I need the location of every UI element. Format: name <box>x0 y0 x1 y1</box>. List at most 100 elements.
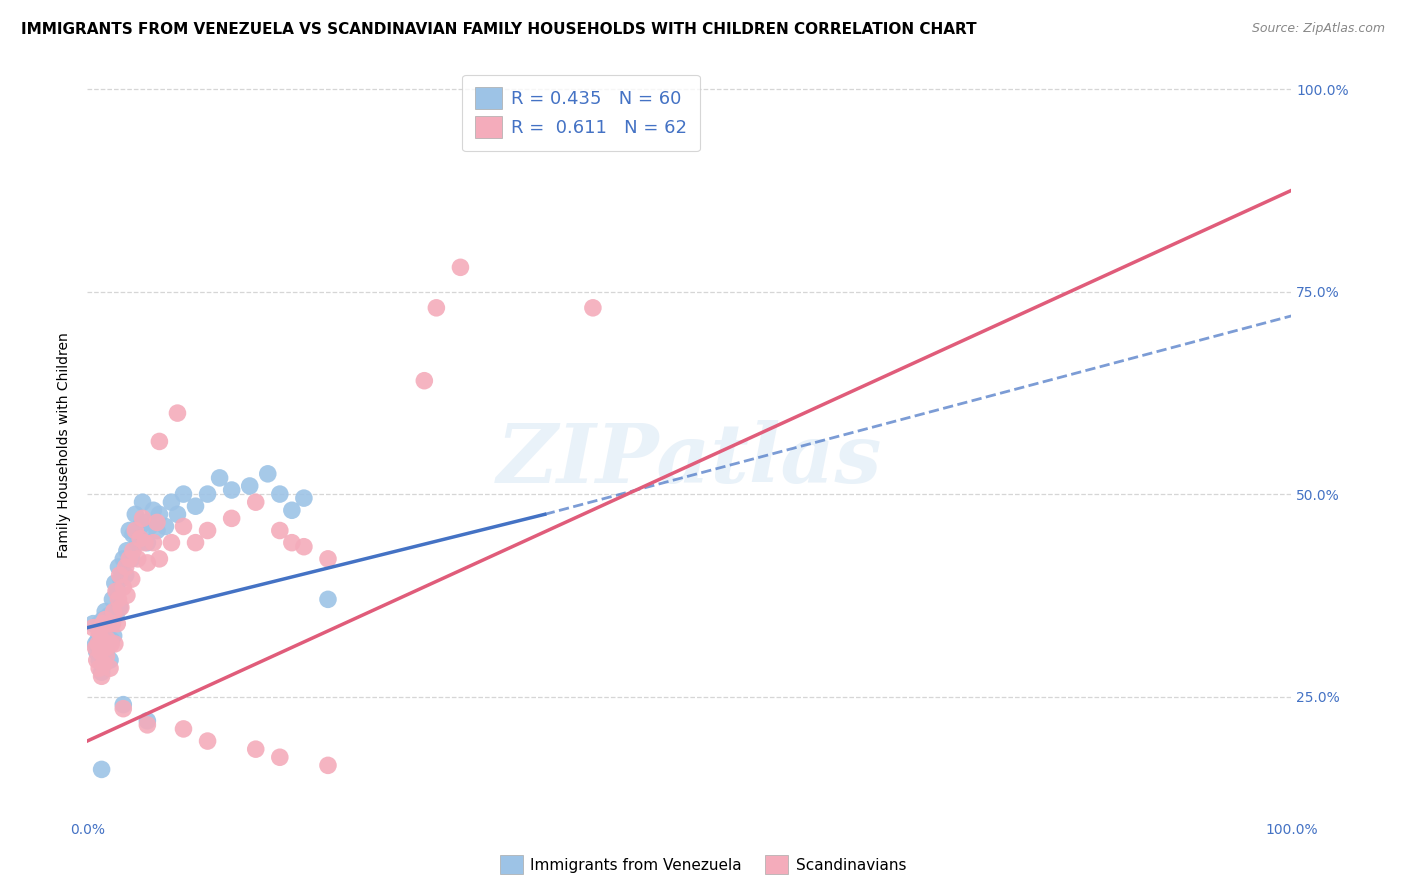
Point <box>87 637 110 651</box>
Point <box>86 645 108 659</box>
Point <box>173 487 195 501</box>
Point <box>316 758 339 772</box>
Point <box>90 632 112 647</box>
Point <box>173 519 195 533</box>
Point <box>292 540 315 554</box>
Point <box>142 503 165 517</box>
Point <box>221 511 243 525</box>
Point <box>90 629 112 643</box>
Point <box>97 608 120 623</box>
Point <box>124 508 146 522</box>
Point <box>197 487 219 501</box>
Point <box>148 552 170 566</box>
Point <box>197 524 219 538</box>
Text: IMMIGRANTS FROM VENEZUELA VS SCANDINAVIAN FAMILY HOUSEHOLDS WITH CHILDREN CORREL: IMMIGRANTS FROM VENEZUELA VS SCANDINAVIA… <box>21 22 977 37</box>
Point <box>112 552 135 566</box>
Point <box>94 637 117 651</box>
Point <box>155 519 177 533</box>
Point <box>89 645 111 659</box>
Point <box>142 535 165 549</box>
Text: Source: ZipAtlas.com: Source: ZipAtlas.com <box>1251 22 1385 36</box>
Point <box>197 734 219 748</box>
Point <box>93 657 115 672</box>
Point <box>97 616 120 631</box>
Point <box>97 632 120 647</box>
Point <box>148 508 170 522</box>
Point <box>105 608 128 623</box>
Text: ZIPatlas: ZIPatlas <box>496 420 882 500</box>
Point <box>100 632 122 647</box>
Point <box>115 543 138 558</box>
Point <box>139 519 162 533</box>
Point <box>101 592 124 607</box>
Point <box>89 624 111 639</box>
Point <box>184 500 207 514</box>
Point <box>131 495 153 509</box>
Point <box>245 742 267 756</box>
Legend: Immigrants from Venezuela, Scandinavians: Immigrants from Venezuela, Scandinavians <box>494 849 912 880</box>
Point <box>89 661 111 675</box>
Point <box>84 640 107 655</box>
Point <box>114 560 136 574</box>
Point <box>136 714 159 728</box>
Point <box>114 568 136 582</box>
Point <box>89 653 111 667</box>
Point <box>134 516 156 530</box>
Point <box>100 613 122 627</box>
Point <box>127 552 149 566</box>
Point <box>101 616 124 631</box>
Point <box>281 535 304 549</box>
Point <box>103 629 125 643</box>
Point <box>93 653 115 667</box>
Point <box>112 698 135 712</box>
Point <box>136 535 159 549</box>
Y-axis label: Family Households with Children: Family Households with Children <box>58 333 72 558</box>
Point <box>121 572 143 586</box>
Point <box>160 495 183 509</box>
Point <box>184 535 207 549</box>
Point <box>97 621 120 635</box>
Point <box>82 616 104 631</box>
Point <box>122 527 145 541</box>
Point <box>91 616 114 631</box>
Point <box>105 616 128 631</box>
Point <box>108 568 131 582</box>
Point <box>425 301 447 315</box>
Legend: R = 0.435   N = 60, R =  0.611   N = 62: R = 0.435 N = 60, R = 0.611 N = 62 <box>463 75 700 151</box>
Point <box>131 511 153 525</box>
Point <box>105 584 128 599</box>
Point <box>107 592 129 607</box>
Point <box>127 535 149 549</box>
Point <box>89 616 111 631</box>
Point <box>269 487 291 501</box>
Point <box>94 640 117 655</box>
Point <box>104 576 127 591</box>
Point <box>173 722 195 736</box>
Point <box>94 613 117 627</box>
Point <box>90 665 112 680</box>
Point <box>98 653 121 667</box>
Point <box>221 483 243 497</box>
Point <box>245 495 267 509</box>
Point <box>121 552 143 566</box>
Point <box>129 519 152 533</box>
Point <box>112 580 135 594</box>
Point <box>166 508 188 522</box>
Point <box>90 763 112 777</box>
Point <box>166 406 188 420</box>
Point <box>104 637 127 651</box>
Point <box>122 543 145 558</box>
Point <box>136 556 159 570</box>
Point <box>413 374 436 388</box>
Point <box>110 600 132 615</box>
Point <box>316 552 339 566</box>
Point <box>146 524 169 538</box>
Point <box>107 560 129 574</box>
Point <box>134 535 156 549</box>
Point <box>118 524 141 538</box>
Point <box>98 661 121 675</box>
Point <box>112 701 135 715</box>
Point <box>94 605 117 619</box>
Point <box>136 718 159 732</box>
Point <box>82 621 104 635</box>
